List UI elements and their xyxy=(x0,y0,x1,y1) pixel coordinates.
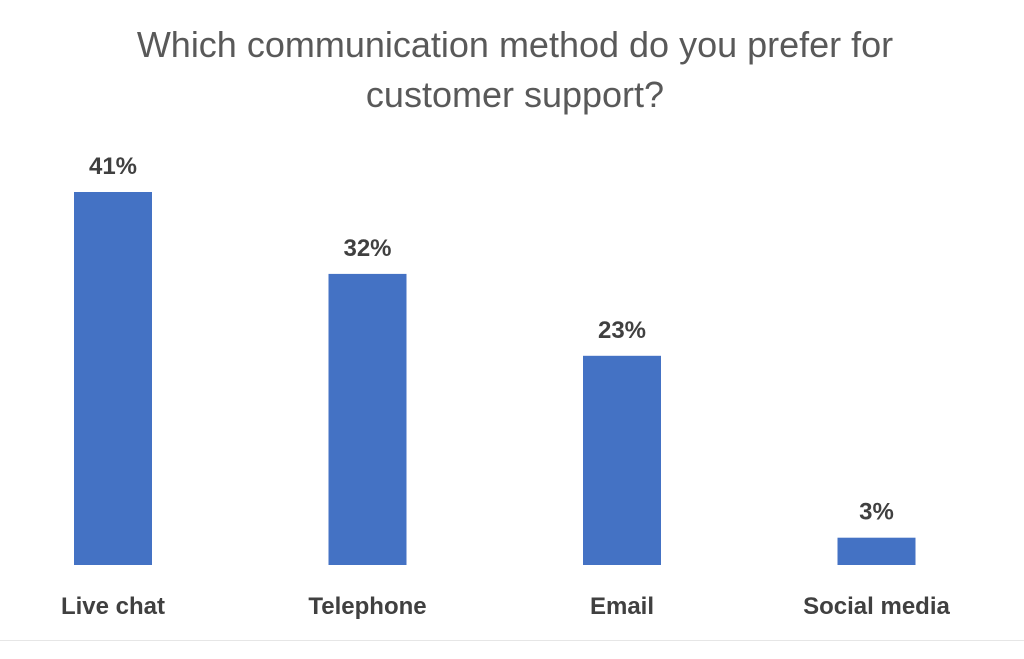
category-label-social-media: Social media xyxy=(803,593,950,620)
category-label-email: Email xyxy=(590,593,654,620)
data-label-telephone: 32% xyxy=(343,235,391,262)
data-label-live-chat: 41% xyxy=(89,153,137,180)
value-labels-layer: 41% 32% 23% 3% xyxy=(89,153,894,526)
bars-layer xyxy=(74,192,916,565)
category-label-telephone: Telephone xyxy=(308,593,426,620)
bar-live-chat xyxy=(74,192,152,565)
chart-title: Which communication method do you prefer… xyxy=(136,24,894,115)
bar-telephone xyxy=(328,273,407,565)
data-label-social-media: 3% xyxy=(859,499,894,526)
bottom-divider xyxy=(0,640,1024,641)
category-label-live-chat: Live chat xyxy=(61,593,165,620)
category-labels-layer: Live chat Telephone Email Social media xyxy=(61,593,951,620)
data-label-email: 23% xyxy=(598,317,646,344)
bar-email xyxy=(583,355,661,565)
bar-social-media xyxy=(837,537,916,565)
